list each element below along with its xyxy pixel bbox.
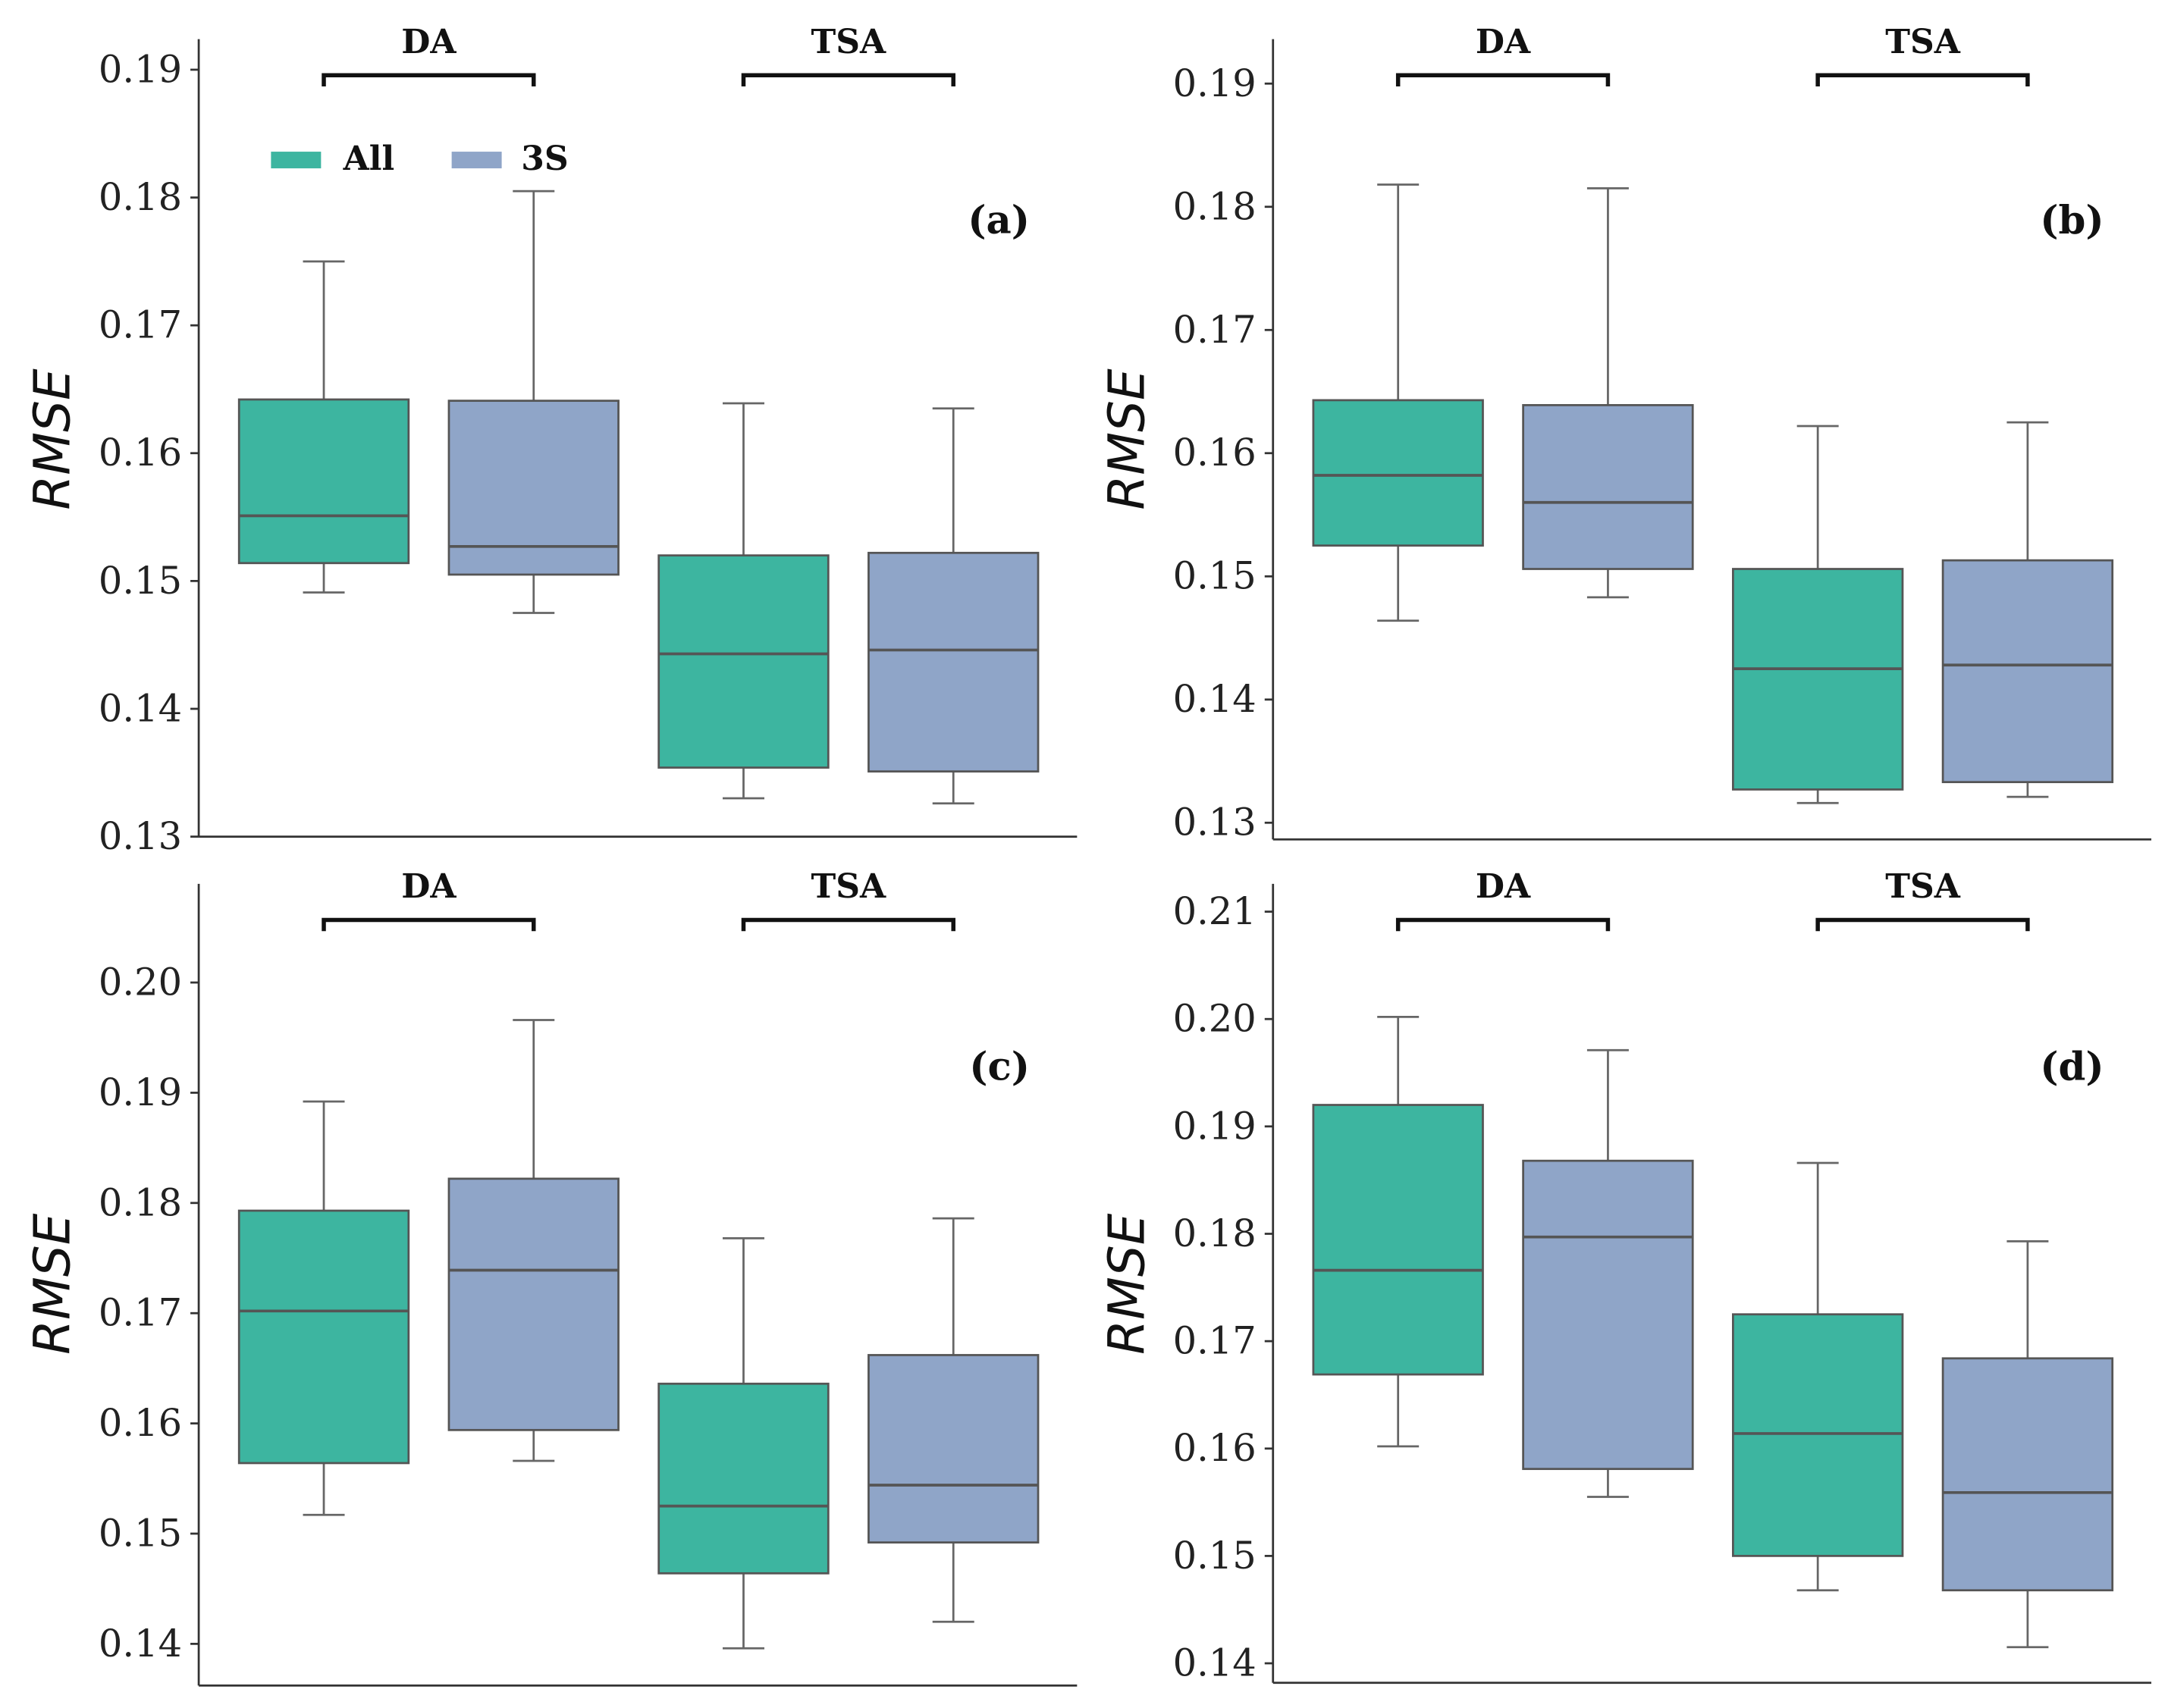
box-da-3s [447,1019,620,1462]
box-tsa-all [1731,1161,1904,1592]
group-bracket [322,917,536,932]
y-tick-label: 0.19 [1173,61,1257,105]
box-da-all [237,1100,410,1516]
box-iqr [1522,1159,1694,1471]
y-tick-label: 0.17 [1173,1319,1257,1363]
box-iqr [237,398,410,565]
group-label-tsa: TSA [1885,867,1960,906]
box-iqr [1731,1313,1904,1557]
box-tsa-3s [868,407,1040,805]
panel-c: 0.14 0.15 0.16 0.17 0.18 0.19 0.20 RMSE DA TSA (c) [24,867,1078,1687]
box-tsa-3s [868,1217,1040,1623]
box-tsa-all [657,1236,830,1650]
box-iqr [868,1354,1040,1543]
box-da-all [237,260,410,594]
y-axis-label: RMSE [1097,1213,1156,1355]
legend-label-all: All [343,139,395,178]
y-tick-label: 0.16 [99,1401,182,1445]
panel-label: (a) [968,198,1030,243]
box-da-3s [1522,187,1694,599]
box-tsa-3s [1941,1240,2114,1649]
y-tick-label: 0.20 [99,961,182,1004]
y-tick-label: 0.14 [99,1622,182,1666]
box-iqr [237,1209,410,1465]
y-tick-label: 0.18 [99,1180,182,1224]
box-iqr [657,554,830,769]
y-tick-label: 0.19 [99,1070,182,1114]
y-tick-label: 0.16 [99,431,182,475]
group-bracket [741,73,955,86]
y-tick-label: 0.14 [1173,1641,1257,1685]
y-tick-label: 0.13 [99,814,182,858]
legend-label-3s: 3S [521,139,568,178]
panel-d: 0.14 0.15 0.16 0.17 0.18 0.19 0.20 0.21 RMSE DA TS… [1097,867,2152,1685]
box-iqr [657,1382,830,1575]
group-label-da: DA [401,867,457,906]
y-tick-label: 0.17 [1173,308,1257,352]
group-bracket [741,917,955,932]
group-label-da: DA [1476,867,1531,906]
y-tick-label: 0.14 [1173,677,1257,721]
y-tick-label: 0.19 [99,47,182,91]
box-iqr [1312,1104,1484,1376]
y-tick-label: 0.15 [1173,554,1257,598]
panel-label: (d) [2040,1044,2104,1089]
legend-swatch-all [271,152,322,169]
panel-b: 0.13 0.14 0.15 0.16 0.17 0.18 0.19 RMSE DA TSA (b) [1097,23,2152,845]
y-tick-label: 0.16 [1173,1426,1257,1470]
y-tick-label: 0.15 [99,559,182,603]
box-da-3s [1522,1048,1694,1498]
y-axis-label: RMSE [1097,368,1156,510]
y-tick-label: 0.21 [1173,889,1257,933]
group-label-da: DA [401,23,457,61]
box-tsa-all [657,402,830,800]
panel-label: (b) [2040,198,2104,243]
y-tick-label: 0.19 [1173,1104,1257,1148]
y-tick-label: 0.15 [99,1511,182,1555]
box-iqr [1731,568,1904,791]
y-tick-label: 0.13 [1173,801,1257,845]
box-da-3s [447,190,620,614]
legend-swatch-3s [451,152,502,169]
group-bracket [1815,73,2030,86]
y-axis-label: RMSE [24,368,82,510]
y-tick-label: 0.17 [99,303,182,347]
group-label-tsa: TSA [811,867,886,906]
legend: All 3S [271,139,569,178]
group-bracket [1815,917,2030,932]
y-tick-label: 0.20 [1173,997,1257,1041]
box-iqr [1522,404,1694,570]
box-iqr [1312,399,1484,547]
panel-label: (c) [969,1044,1030,1089]
box-iqr [868,551,1040,773]
box-da-all [1312,183,1484,622]
box-tsa-3s [1941,421,2114,798]
y-tick-label: 0.17 [99,1291,182,1335]
group-bracket [322,73,536,86]
group-bracket [1395,73,1611,86]
y-tick-label: 0.16 [1173,431,1257,475]
box-iqr [1941,559,2114,784]
y-tick-label: 0.18 [1173,1211,1257,1255]
y-axis-label: RMSE [24,1213,82,1355]
panel-a: 0.13 0.14 0.15 0.16 0.17 0.18 0.19 RMSE DA TSA (a)… [24,23,1078,858]
box-tsa-all [1731,425,1904,804]
box-iqr [447,400,620,576]
group-label-da: DA [1476,23,1531,61]
y-tick-label: 0.18 [99,175,182,219]
y-tick-label: 0.14 [99,686,182,730]
group-label-tsa: TSA [811,23,886,61]
y-tick-label: 0.18 [1173,184,1257,228]
group-bracket [1395,917,1611,932]
box-iqr [1941,1357,2114,1592]
box-da-all [1312,1015,1484,1448]
box-iqr [447,1177,620,1431]
y-tick-label: 0.15 [1173,1534,1257,1578]
group-label-tsa: TSA [1885,23,1960,61]
